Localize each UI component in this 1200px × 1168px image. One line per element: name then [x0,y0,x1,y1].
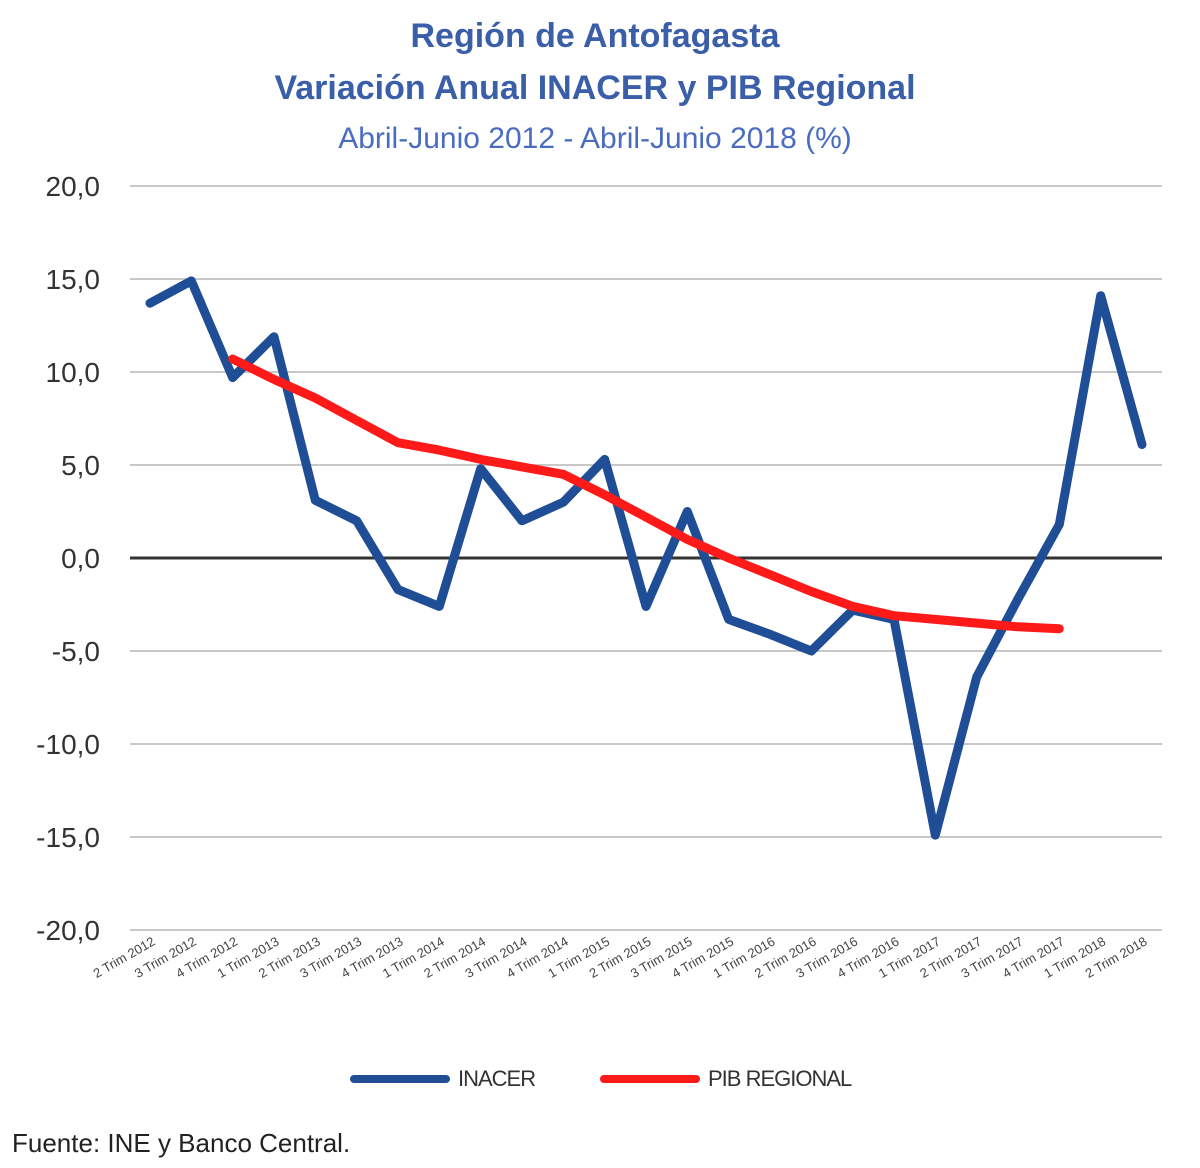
y-axis-tick-labels: 20,0 15,0 10,0 5,0 0,0 -5,0 -10,0 -15,0 -20,0 [36,171,100,946]
source-note: Fuente: INE y Banco Central. [12,1128,351,1158]
chart-subtitle: Abril-Junio 2012 - Abril-Junio 2018 (%) [338,122,852,155]
chart-legend: INACER PIB REGIONAL [0,1066,1200,1106]
y-tick-label: 0,0 [61,543,100,574]
legend-swatch-pib-regional [600,1075,700,1083]
legend-item-inacer: INACER [350,1066,536,1092]
series-lines [145,276,1147,840]
y-tick-label: -20,0 [36,915,100,946]
y-tick-label: 10,0 [46,357,101,388]
legend-swatch-inacer [350,1075,450,1083]
series-line-inacer [145,276,1147,840]
chart-title-block: Región de Antofagasta Variación Anual IN… [0,10,1190,164]
grid-lines [130,185,1162,931]
legend-item-pib-regional: PIB REGIONAL [600,1066,852,1092]
series-line-pib-regional [228,354,1064,634]
y-tick-label: 15,0 [46,264,101,295]
chart-title-line-2: Variación Anual INACER y PIB Regional [274,69,916,107]
y-tick-label: -5,0 [52,636,100,667]
chart-title-line-1: Región de Antofagasta [410,17,780,55]
y-tick-label: -15,0 [36,822,100,853]
y-tick-label: 5,0 [61,450,100,481]
legend-label-pib-regional: PIB REGIONAL [708,1066,852,1091]
y-tick-label: -10,0 [36,729,100,760]
legend-label-inacer: INACER [458,1066,536,1091]
y-tick-label: 20,0 [46,171,101,202]
